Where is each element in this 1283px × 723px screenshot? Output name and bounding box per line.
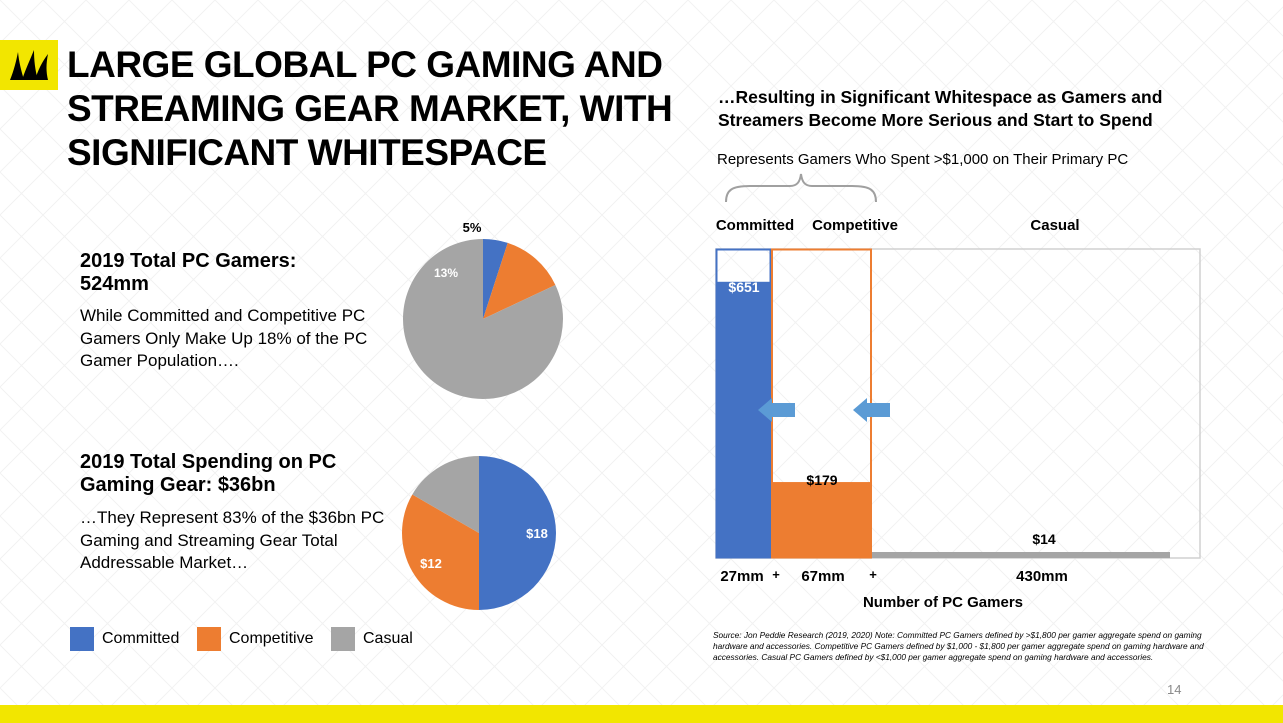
page-number: 14 [1167, 682, 1182, 697]
bar-competitive [771, 482, 872, 558]
plus-sign: + [869, 567, 877, 582]
source-note: Source: Jon Peddie Research (2019, 2020)… [713, 630, 1204, 663]
pie-slice-committed [483, 239, 508, 319]
right-heading: …Resulting in Significant Whitespace as … [718, 87, 1163, 130]
bar-data-label: $651 [728, 279, 759, 295]
pie-data-label: 13% [434, 266, 458, 280]
gamers-heading: 2019 Total PC Gamers: 524mm [80, 250, 297, 295]
pie-data-label: $12 [420, 556, 442, 571]
represents-note: Represents Gamers Who Spent >$1,000 on T… [717, 151, 1129, 168]
legend-swatch [70, 627, 94, 651]
brace-icon [725, 173, 877, 203]
spending-pie-chart: $18 $12 [402, 456, 556, 610]
legend-label: Competitive [229, 630, 314, 647]
width-label: 27mm [720, 568, 763, 585]
pie-slice-competitive [483, 242, 556, 319]
spending-body: …They Represent 83% of the $36bn PC Gami… [80, 508, 385, 572]
pie-slice-casual [412, 456, 479, 533]
x-axis-title: Number of PC Gamers [863, 594, 1023, 611]
plus-sign: + [772, 567, 780, 582]
category-label: Casual [1030, 217, 1079, 234]
gamers-pie-chart: 5% 13% [402, 220, 563, 399]
left-arrow-icon [758, 398, 795, 422]
category-label: Competitive [812, 217, 898, 234]
bar-data-label: $179 [806, 472, 837, 488]
bar-committed [716, 281, 771, 558]
legend-label: Committed [102, 630, 180, 647]
legend-swatch [331, 627, 355, 651]
slide-title: LARGE GLOBAL PC GAMING AND STREAMING GEA… [67, 44, 673, 173]
legend-item-committed: Committed [70, 626, 179, 652]
sails-logo-icon [10, 50, 48, 80]
width-label: 67mm [801, 568, 844, 585]
bar-casual [872, 552, 1170, 558]
legend-item-casual: Casual [331, 626, 413, 652]
legend-swatch [197, 627, 221, 651]
category-label: Committed [716, 217, 794, 234]
gamers-body: While Committed and Competitive PC Gamer… [80, 306, 368, 370]
pie-slice-casual [402, 239, 563, 399]
legend-label: Casual [363, 630, 413, 647]
spending-heading: 2019 Total Spending on PC Gaming Gear: $… [80, 451, 337, 496]
spend-per-gamer-chart: $651 $179 $14 Committed Competitive Casual 27m… [715, 173, 1201, 611]
pie-slice-competitive [402, 494, 479, 610]
pie-data-label: 5% [463, 220, 482, 235]
legend-item-competitive: Competitive [197, 626, 313, 652]
pie-data-label: $18 [526, 526, 548, 541]
width-label: 430mm [1016, 568, 1068, 585]
left-arrow-icon [853, 398, 890, 422]
brand-logo [0, 40, 58, 90]
pie-slice-committed [479, 456, 556, 610]
footer-accent-bar [0, 705, 1283, 723]
bar-data-label: $14 [1032, 531, 1056, 547]
